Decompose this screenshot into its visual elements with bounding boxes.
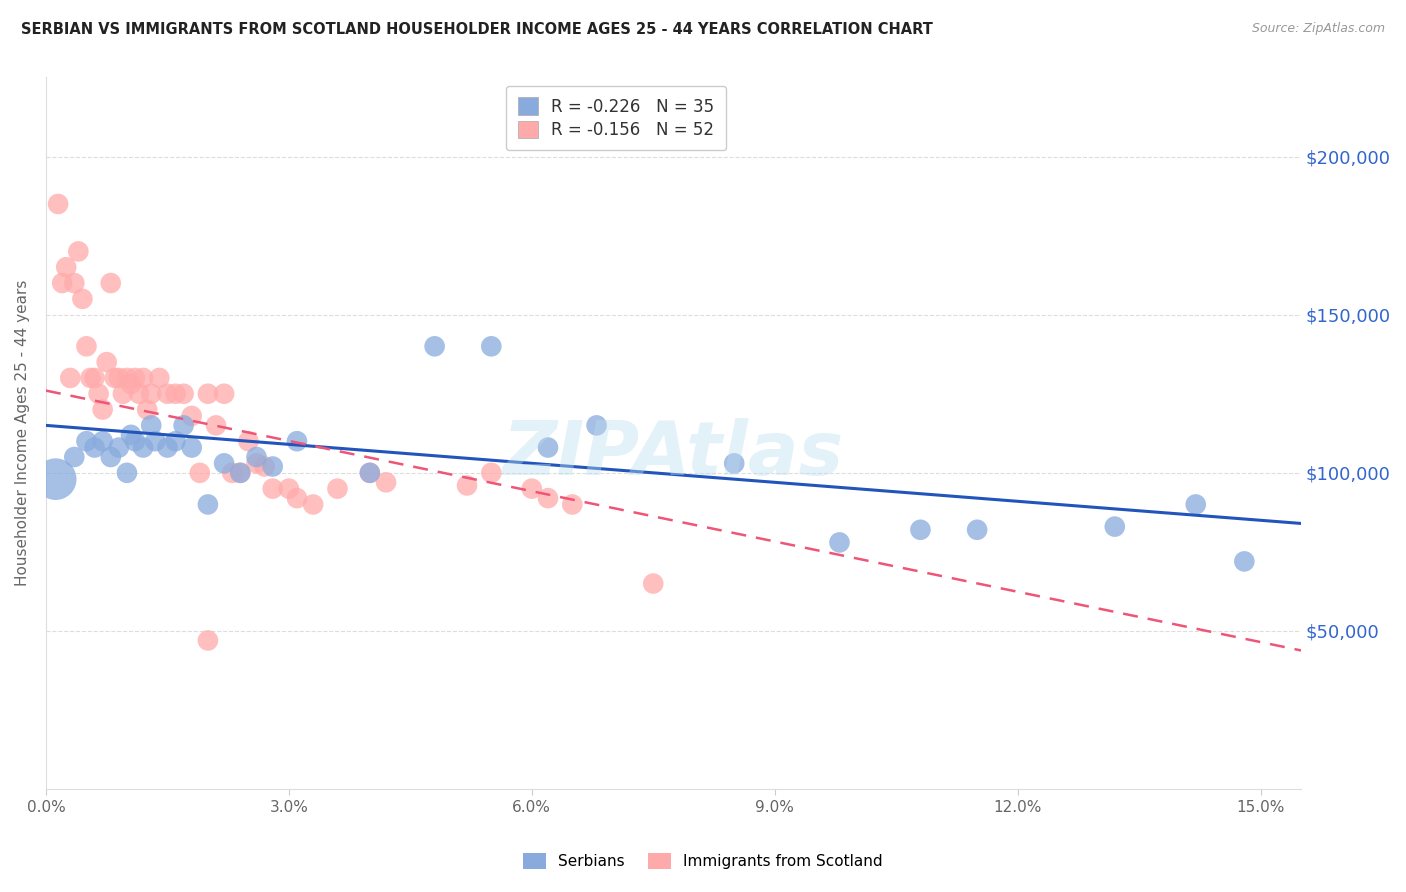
Point — [115, 466, 138, 480]
Point — [143, 434, 166, 449]
Legend: Serbians, Immigrants from Scotland: Serbians, Immigrants from Scotland — [517, 847, 889, 875]
Legend: R = -0.226   N = 35, R = -0.156   N = 52: R = -0.226 N = 35, R = -0.156 N = 52 — [506, 86, 725, 151]
Point — [141, 386, 163, 401]
Point — [456, 478, 478, 492]
Point — [59, 371, 82, 385]
Point — [520, 482, 543, 496]
Point — [723, 456, 745, 470]
Point — [326, 482, 349, 496]
Point — [75, 434, 97, 449]
Text: ZIPAtlas: ZIPAtlas — [503, 418, 844, 491]
Point — [132, 371, 155, 385]
Point — [124, 434, 146, 449]
Point — [124, 371, 146, 385]
Point — [479, 339, 502, 353]
Point — [120, 377, 142, 392]
Point — [91, 434, 114, 449]
Text: SERBIAN VS IMMIGRANTS FROM SCOTLAND HOUSEHOLDER INCOME AGES 25 - 44 YEARS CORREL: SERBIAN VS IMMIGRANTS FROM SCOTLAND HOUS… — [21, 22, 934, 37]
Point — [1104, 519, 1126, 533]
Point — [51, 276, 73, 290]
Point — [156, 441, 179, 455]
Point — [229, 466, 252, 480]
Point — [229, 466, 252, 480]
Point — [245, 456, 267, 470]
Point — [423, 339, 446, 353]
Point — [96, 355, 118, 369]
Point — [63, 450, 86, 464]
Text: Source: ZipAtlas.com: Source: ZipAtlas.com — [1251, 22, 1385, 36]
Point — [212, 456, 235, 470]
Point — [197, 386, 219, 401]
Point — [585, 418, 607, 433]
Point — [205, 418, 228, 433]
Point — [45, 472, 67, 486]
Point — [221, 466, 243, 480]
Point — [83, 371, 105, 385]
Point — [1233, 554, 1256, 568]
Point — [100, 450, 122, 464]
Point — [262, 482, 284, 496]
Point — [253, 459, 276, 474]
Point — [197, 498, 219, 512]
Point — [100, 276, 122, 290]
Y-axis label: Householder Income Ages 25 - 44 years: Householder Income Ages 25 - 44 years — [15, 280, 30, 586]
Point — [238, 434, 260, 449]
Point — [302, 498, 325, 512]
Point — [910, 523, 932, 537]
Point — [63, 276, 86, 290]
Point — [180, 409, 202, 423]
Point — [359, 466, 381, 480]
Point — [165, 434, 187, 449]
Point — [537, 491, 560, 505]
Point — [128, 386, 150, 401]
Point — [197, 633, 219, 648]
Point — [132, 441, 155, 455]
Point — [375, 475, 398, 490]
Point — [148, 371, 170, 385]
Point — [108, 441, 131, 455]
Point — [165, 386, 187, 401]
Point — [359, 466, 381, 480]
Point — [262, 459, 284, 474]
Point — [46, 197, 69, 211]
Point — [111, 386, 134, 401]
Point — [277, 482, 299, 496]
Point — [180, 441, 202, 455]
Point — [79, 371, 101, 385]
Point — [55, 260, 77, 275]
Point — [108, 371, 131, 385]
Point — [561, 498, 583, 512]
Point — [212, 386, 235, 401]
Point — [136, 402, 159, 417]
Point — [537, 441, 560, 455]
Point — [83, 441, 105, 455]
Point — [245, 450, 267, 464]
Point — [479, 466, 502, 480]
Point — [104, 371, 127, 385]
Point — [643, 576, 665, 591]
Point — [156, 386, 179, 401]
Point — [120, 428, 142, 442]
Point — [188, 466, 211, 480]
Point — [72, 292, 94, 306]
Point — [285, 491, 308, 505]
Point — [141, 418, 163, 433]
Point — [173, 386, 195, 401]
Point — [115, 371, 138, 385]
Point — [173, 418, 195, 433]
Point — [87, 386, 110, 401]
Point — [1184, 498, 1206, 512]
Point — [67, 244, 90, 259]
Point — [828, 535, 851, 549]
Point — [285, 434, 308, 449]
Point — [966, 523, 988, 537]
Point — [75, 339, 97, 353]
Point — [91, 402, 114, 417]
